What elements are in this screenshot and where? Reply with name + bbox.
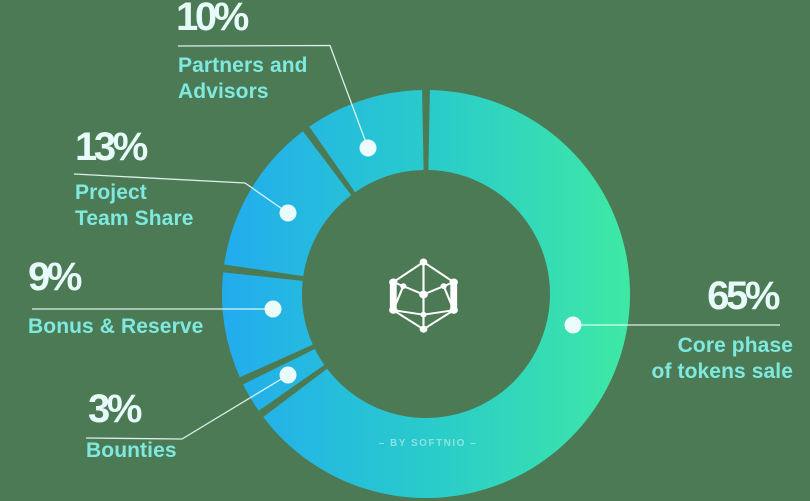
svg-text:– BY SOFTNIO –: – BY SOFTNIO – xyxy=(379,438,478,449)
